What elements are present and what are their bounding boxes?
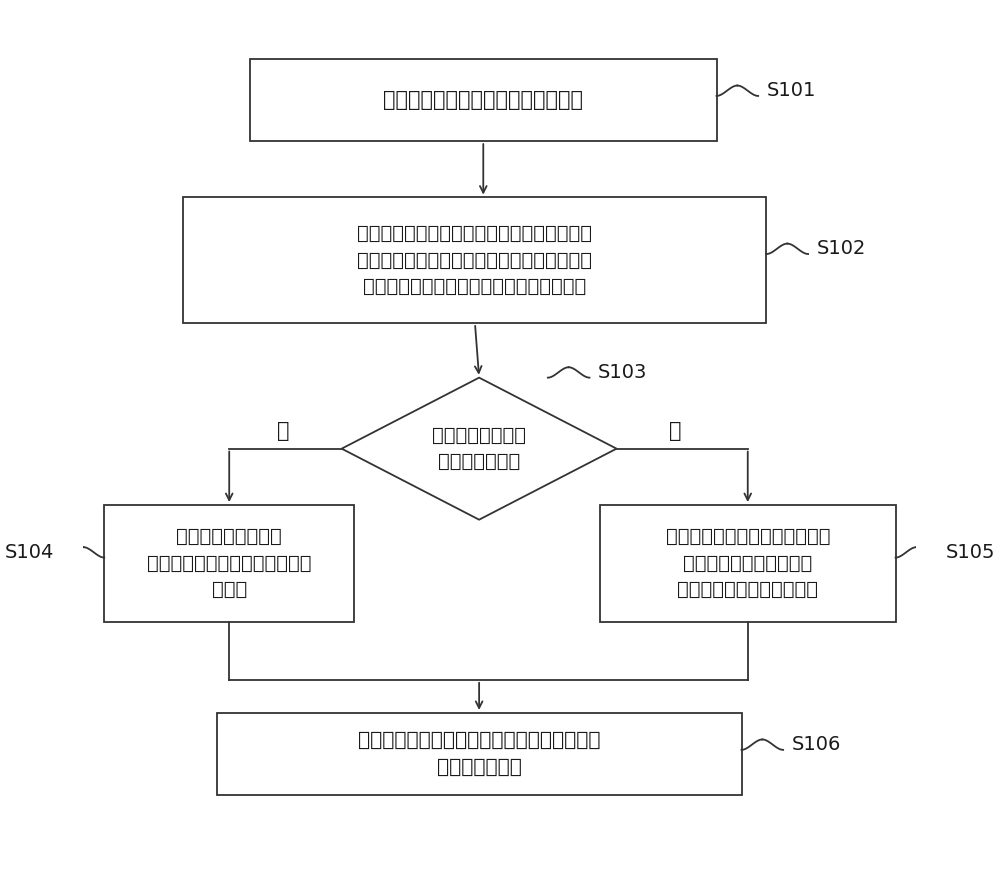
Bar — [217, 713, 742, 796]
Text: 否: 否 — [669, 422, 681, 442]
Text: 配置中心服务器将目
标专有参数的参数值发送至业务
服务器: 配置中心服务器将目 标专有参数的参数值发送至业务 服务器 — [147, 527, 311, 599]
Text: S106: S106 — [791, 735, 841, 754]
Text: 配置中心服务器获
取目标专有参数: 配置中心服务器获 取目标专有参数 — [432, 426, 526, 472]
Text: 业务服务器基于服务请求获取目标用户代码和
待配置参数，并基于目标用户代码和待配置参
数向配置中心服务器请求确定目标专有参数: 业务服务器基于服务请求获取目标用户代码和 待配置参数，并基于目标用户代码和待配置… — [357, 224, 592, 297]
Polygon shape — [342, 378, 617, 520]
Text: S104: S104 — [5, 543, 54, 561]
Text: 业务服务器基于配置中心服务器输出的参数值
配置待配置参数: 业务服务器基于配置中心服务器输出的参数值 配置待配置参数 — [358, 731, 600, 777]
Text: S102: S102 — [816, 239, 866, 259]
Text: 是: 是 — [277, 422, 290, 442]
Text: 用户终端向业务服务器发送服务请求: 用户终端向业务服务器发送服务请求 — [383, 90, 583, 110]
Text: S105: S105 — [946, 543, 995, 561]
Text: S103: S103 — [598, 363, 647, 382]
Text: S101: S101 — [766, 81, 816, 100]
Bar — [250, 59, 717, 141]
Bar — [600, 505, 896, 622]
Bar — [183, 197, 766, 323]
Bar — [104, 505, 354, 622]
Text: 配置中心服务器将待配置参数名
称相对应的目标全局参数
的参数值发送至业务服务器: 配置中心服务器将待配置参数名 称相对应的目标全局参数 的参数值发送至业务服务器 — [666, 527, 830, 599]
